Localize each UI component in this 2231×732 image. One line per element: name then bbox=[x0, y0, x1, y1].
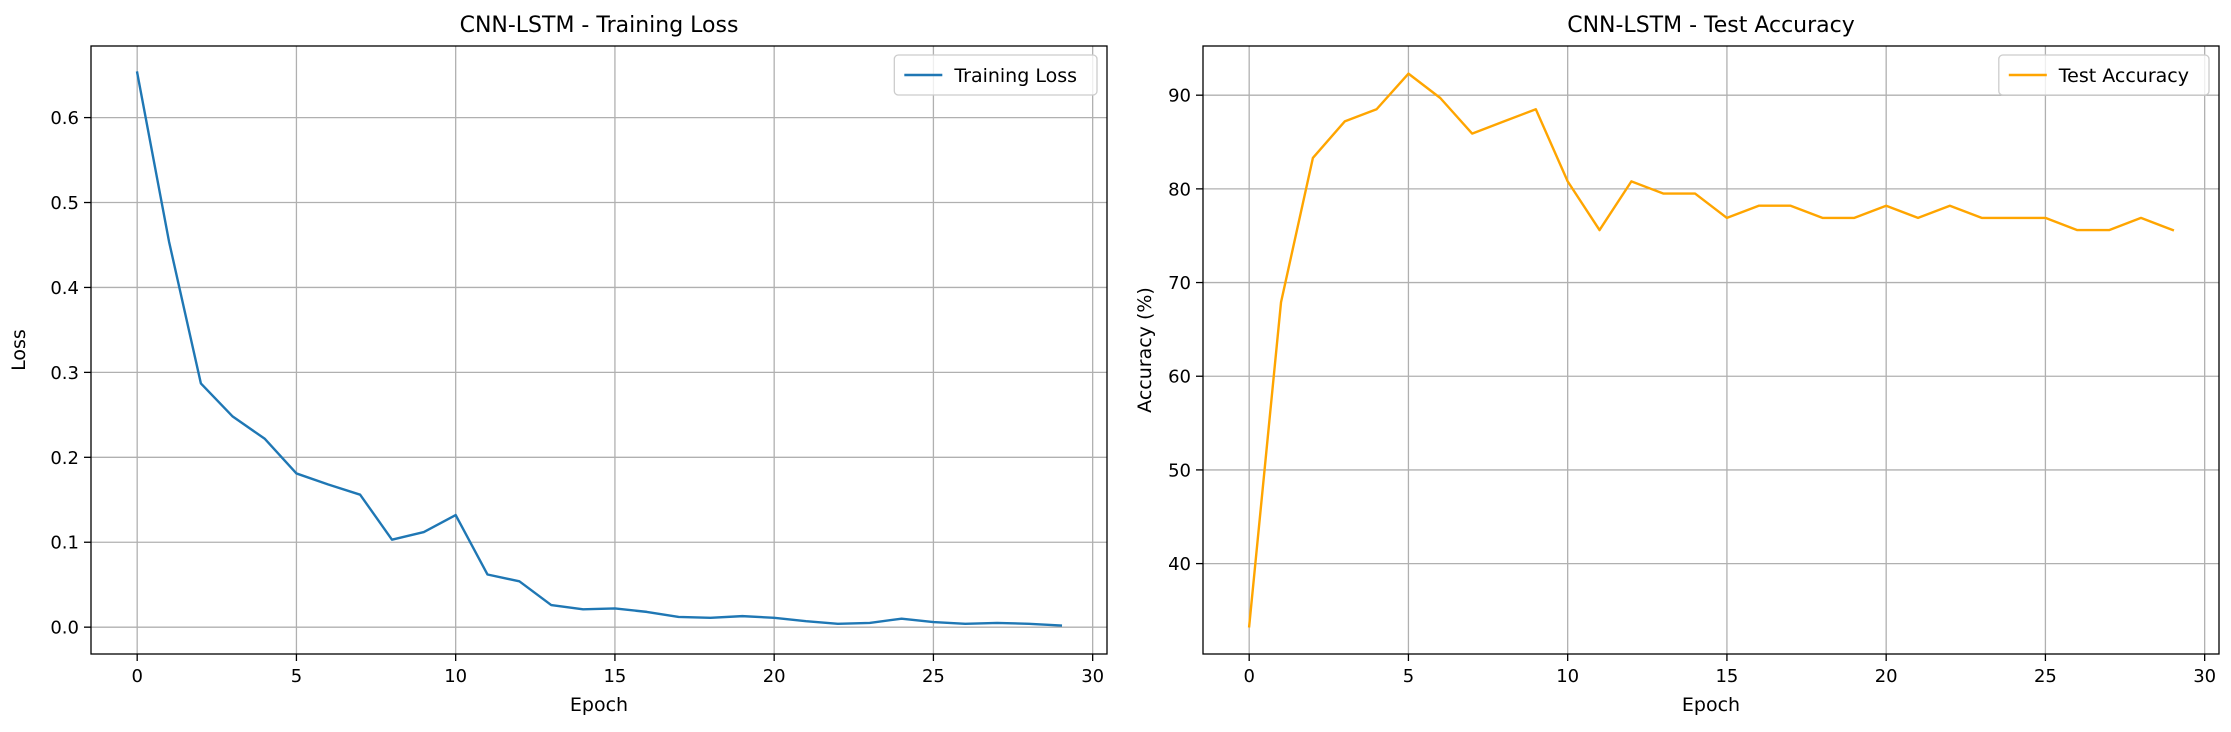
legend: Test Accuracy bbox=[1998, 54, 2210, 96]
x-tick-label: 5 bbox=[1403, 666, 1414, 687]
x-tick-label: 10 bbox=[1556, 666, 1579, 687]
plot-frame bbox=[1202, 45, 2220, 655]
y-tick-label: 90 bbox=[1168, 86, 1191, 107]
legend: Training Loss bbox=[893, 54, 1098, 96]
y-tick-label: 0.0 bbox=[50, 618, 79, 639]
y-tick-label: 50 bbox=[1168, 460, 1191, 481]
y-tick-label: 0.5 bbox=[50, 193, 79, 214]
y-axis-label: Accuracy (%) bbox=[1134, 287, 1156, 413]
x-tick-label: 25 bbox=[922, 666, 945, 687]
y-tick-label: 0.1 bbox=[50, 533, 79, 554]
test-accuracy-panel: 0 5 10 15 20 25 30 40 50 60 70 80 90 CNN-LSTM - Test … bbox=[1134, 13, 2220, 716]
x-tick-label: 10 bbox=[444, 666, 467, 687]
plot-frame bbox=[90, 45, 1108, 655]
y-tick-label: 0.2 bbox=[50, 448, 79, 469]
x-tick-label: 5 bbox=[291, 666, 302, 687]
chart-title: CNN-LSTM - Test Accuracy bbox=[1567, 13, 1855, 38]
y-tick-label: 0.4 bbox=[50, 278, 79, 299]
y-tick-label: 80 bbox=[1168, 179, 1191, 200]
x-axis-label: Epoch bbox=[570, 694, 628, 716]
x-tick-label: 30 bbox=[1081, 666, 1104, 687]
x-tick-label: 20 bbox=[763, 666, 786, 687]
training-loss-panel: 0 5 10 15 20 25 30 0.0 0.1 0.2 0.3 0.4 0.5 0.6 CNN-LST… bbox=[8, 13, 1108, 716]
y-axis-label: Loss bbox=[8, 329, 30, 371]
accuracy-series-line bbox=[1247, 72, 2175, 628]
y-tick-label: 0.3 bbox=[50, 363, 79, 384]
x-tick-label: 0 bbox=[1243, 666, 1254, 687]
legend-box bbox=[1998, 54, 2210, 96]
x-tick-label: 15 bbox=[603, 666, 626, 687]
x-axis-label: Epoch bbox=[1682, 694, 1740, 716]
x-tick-label: 0 bbox=[131, 666, 142, 687]
legend-label: Test Accuracy bbox=[2058, 65, 2189, 87]
legend-box bbox=[893, 54, 1098, 96]
x-tick-label: 20 bbox=[1875, 666, 1898, 687]
y-tick-label: 0.6 bbox=[50, 108, 79, 129]
legend-label: Training Loss bbox=[953, 65, 1077, 87]
loss-series-line bbox=[135, 71, 1063, 627]
y-tick-label: 60 bbox=[1168, 367, 1191, 388]
y-tick-label: 70 bbox=[1168, 273, 1191, 294]
y-tick-label: 40 bbox=[1168, 554, 1191, 575]
x-tick-label: 30 bbox=[2193, 666, 2216, 687]
x-tick-label: 25 bbox=[2034, 666, 2057, 687]
chart-title: CNN-LSTM - Training Loss bbox=[460, 13, 739, 38]
x-tick-label: 15 bbox=[1715, 666, 1738, 687]
